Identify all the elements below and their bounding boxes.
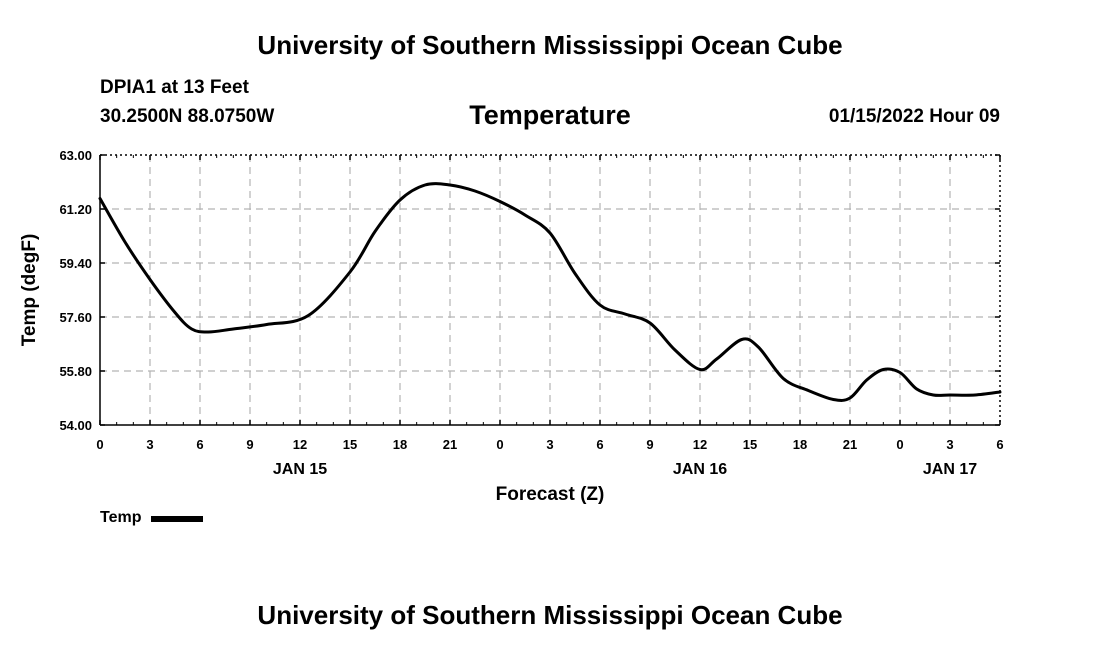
x-tick-label: 3 [946,437,953,452]
x-tick-label: 15 [743,437,757,452]
x-tick-label: 0 [496,437,503,452]
date-label: JAN 17 [923,461,977,478]
x-tick-label: 0 [96,437,103,452]
x-tick-label: 9 [646,437,653,452]
y-tick-label: 57.60 [59,310,92,325]
x-tick-label: 3 [146,437,153,452]
legend-label-temp: Temp [100,509,142,526]
ticks [99,154,1001,426]
legend-swatch-temp [151,516,204,522]
x-tick-label: 18 [393,437,407,452]
x-axis-title: Forecast (Z) [496,484,605,505]
date-label: JAN 15 [273,461,327,478]
y-tick-label: 54.00 [59,418,92,433]
page-title: University of Southern Mississippi Ocean… [257,30,843,60]
x-tick-label: 6 [996,437,1003,452]
x-tick-label: 15 [343,437,357,452]
legend: Temp [100,509,204,527]
temp-series-line [98,182,1002,402]
y-tick-label: 63.00 [59,148,92,163]
x-tick-label: 6 [596,437,603,452]
x-tick-label: 21 [443,437,457,452]
y-tick-label: 59.40 [59,256,92,271]
date-label: JAN 16 [673,461,727,478]
grid [100,155,1000,425]
x-tick-label: 6 [196,437,203,452]
coordinates-label: 30.2500N 88.0750W [100,106,275,127]
x-tick-label: 21 [843,437,857,452]
x-tick-label: 9 [246,437,253,452]
x-tick-label: 3 [546,437,553,452]
x-tick-label: 12 [293,437,307,452]
y-tick-label: 61.20 [59,202,92,217]
tick-labels: 0 3 6 9 12 15 18 21 0 3 6 9 12 15 18 21 0 3 6 54.00 55.80 57.… [59,148,1003,478]
station-label: DPIA1 at 13 Feet [100,77,249,98]
footer-title: University of Southern Mississippi Ocean… [257,600,843,630]
timestamp-label: 01/15/2022 Hour 09 [828,106,1000,127]
x-tick-label: 12 [693,437,707,452]
x-tick-label: 0 [896,437,903,452]
y-tick-label: 55.80 [59,364,92,379]
x-tick-label: 18 [793,437,807,452]
y-axis-title: Temp (degF) [19,234,40,347]
chart-title: Temperature [469,100,631,130]
